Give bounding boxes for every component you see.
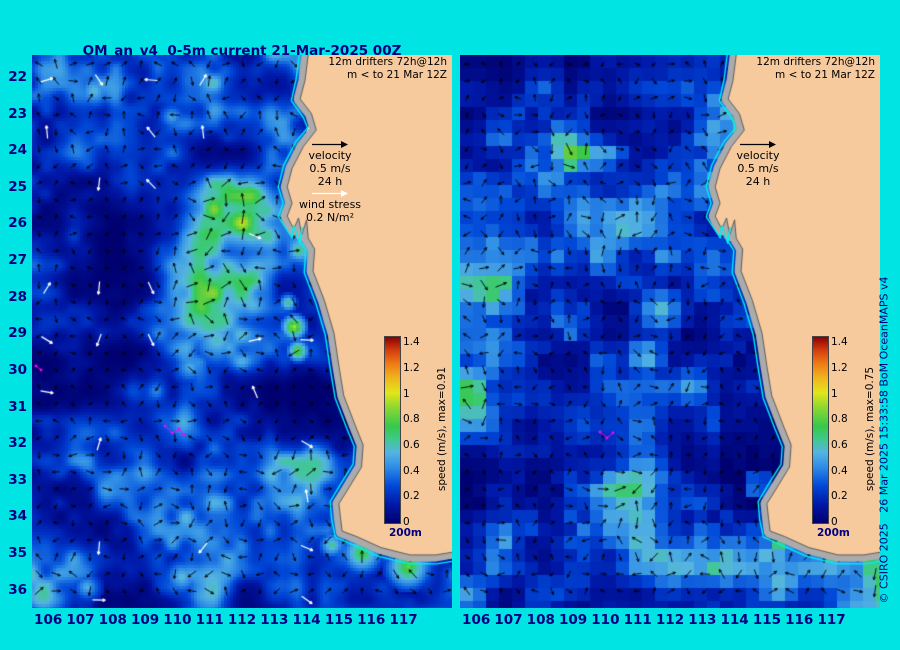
colorbar-tick-value: 1.2 xyxy=(403,362,420,375)
lon-tick-label: 112 xyxy=(227,612,257,628)
lon-tick-label: 110 xyxy=(163,612,192,628)
lon-tick-label: 110 xyxy=(591,612,620,628)
colorbar-axis-label: speed (m/s), max=0.91 xyxy=(436,366,448,492)
lat-tick-label: 35 xyxy=(8,545,27,562)
velocity-scale-arrow-icon xyxy=(740,141,776,148)
velocity-duration: 24 h xyxy=(317,175,343,188)
velocity-label: velocity xyxy=(736,149,780,162)
lon-tick-label: 117 xyxy=(817,612,846,628)
lon-tick-label: 117 xyxy=(389,612,418,628)
lon-tick-label: 116 xyxy=(357,612,386,628)
lon-tick-label: 112 xyxy=(655,612,685,628)
drifter-note-line1: 12m drifters 72h@12h xyxy=(328,56,447,68)
drifter-note-line1: 12m drifters 72h@12h xyxy=(756,56,875,68)
colorbar-tick-value: 0.2 xyxy=(403,490,420,503)
lat-tick-label: 29 xyxy=(8,325,27,342)
colorbar-gradient xyxy=(384,336,401,524)
colorbar-tick-value: 0.4 xyxy=(403,464,420,477)
lat-tick-label: 27 xyxy=(8,252,27,269)
lat-tick-label: 25 xyxy=(8,178,27,195)
colorbar-tick-value: 0 xyxy=(403,516,410,528)
wind-stress-label: wind stress xyxy=(298,198,362,211)
isobath-depth-label: 200m xyxy=(817,527,850,539)
lat-tick-label: 24 xyxy=(8,142,27,159)
colorbar-tick-value: 0.8 xyxy=(831,413,848,426)
colorbar-tick-value: 1.2 xyxy=(831,362,848,375)
colorbar-tick-value: 1.4 xyxy=(403,336,420,349)
lon-tick-label: 108 xyxy=(526,612,555,628)
wind-stress-value: 0.2 N/m² xyxy=(305,211,355,224)
om-analysis-panel: 12m drifters 72h@12h m < to 21 Mar 12Z v… xyxy=(32,55,452,608)
drifter-note-line2: m < to 21 Mar 12Z xyxy=(347,69,447,81)
gsla-panel: 12m drifters 72h@12h m < to 21 Mar 12Z v… xyxy=(460,55,880,608)
wind-stress-scale-arrow-icon xyxy=(312,190,348,197)
isobath-depth-label: 200m xyxy=(389,527,422,539)
lat-tick-label: 31 xyxy=(8,398,27,415)
drifter-note: 12m drifters 72h@12h m < to 21 Mar 12Z xyxy=(756,56,875,82)
vector-scale-legend: velocity 0.5 m/s 24 h xyxy=(710,139,806,188)
speed-colorbar: 1.4 1.2 1 0.8 0.6 0.4 0.2 0 speed (m/s), max=0.… xyxy=(384,336,472,528)
lon-tick-label: 113 xyxy=(260,612,289,628)
lat-tick-label: 32 xyxy=(8,435,27,452)
lon-tick-label: 107 xyxy=(494,612,523,628)
colorbar-tick-value: 0 xyxy=(831,516,838,528)
lon-tick-label: 109 xyxy=(558,612,588,628)
lon-tick-label: 116 xyxy=(785,612,814,628)
colorbar-tick-value: 0.6 xyxy=(403,439,420,452)
lon-tick-label: 113 xyxy=(688,612,717,628)
credit-text: © CSIRO 2025 26 Mar 2025 15:33:58 BoM Oc… xyxy=(877,276,891,604)
lon-tick-label: 115 xyxy=(752,612,782,628)
colorbar-tick-value: 0.2 xyxy=(831,490,848,503)
lat-tick-label: 23 xyxy=(8,105,27,122)
colorbar-axis-label: speed (m/s), max=0.75 xyxy=(864,366,876,492)
lon-tick-label: 111 xyxy=(195,612,224,628)
colorbar-tick-value: 1 xyxy=(831,387,838,400)
lat-tick-label: 36 xyxy=(8,581,27,598)
lon-tick-label: 115 xyxy=(324,612,354,628)
lat-tick-label: 30 xyxy=(8,361,27,378)
lat-tick-label: 22 xyxy=(8,68,27,85)
colorbar-tick-value: 1.4 xyxy=(831,336,848,349)
lat-tick-label: 34 xyxy=(8,508,27,525)
lon-tick-label: 106 xyxy=(462,612,491,628)
velocity-label: velocity xyxy=(308,149,352,162)
colorbar-tick-value: 0.8 xyxy=(403,413,420,426)
lat-tick-label: 33 xyxy=(8,471,27,488)
lon-tick-label: 114 xyxy=(292,612,321,628)
lon-tick-label: 111 xyxy=(623,612,652,628)
colorbar-tick-value: 0.4 xyxy=(831,464,848,477)
lat-tick-label: 28 xyxy=(8,288,27,305)
colorbar-tick-value: 0.6 xyxy=(831,439,848,452)
lon-tick-label: 114 xyxy=(720,612,749,628)
gsla-current-field-map xyxy=(460,55,880,608)
drifter-note: 12m drifters 72h@12h m < to 21 Mar 12Z xyxy=(328,56,447,82)
colorbar-gradient xyxy=(812,336,829,524)
velocity-duration: 24 h xyxy=(745,175,771,188)
velocity-scale-arrow-icon xyxy=(312,141,348,148)
velocity-value: 0.5 m/s xyxy=(309,162,351,175)
vector-scale-legend: velocity 0.5 m/s 24 h wind stress 0.2 N/… xyxy=(282,139,378,224)
lon-tick-label: 107 xyxy=(66,612,95,628)
lon-tick-label: 109 xyxy=(130,612,160,628)
om-current-field-map xyxy=(32,55,452,608)
lat-tick-label: 26 xyxy=(8,215,27,232)
lon-tick-label: 106 xyxy=(34,612,63,628)
lon-tick-label: 108 xyxy=(98,612,127,628)
colorbar-tick-value: 1 xyxy=(403,387,410,400)
drifter-note-line2: m < to 21 Mar 12Z xyxy=(775,69,875,81)
velocity-value: 0.5 m/s xyxy=(737,162,779,175)
speed-colorbar: 1.4 1.2 1 0.8 0.6 0.4 0.2 0 speed (m/s), max=0.… xyxy=(812,336,900,528)
